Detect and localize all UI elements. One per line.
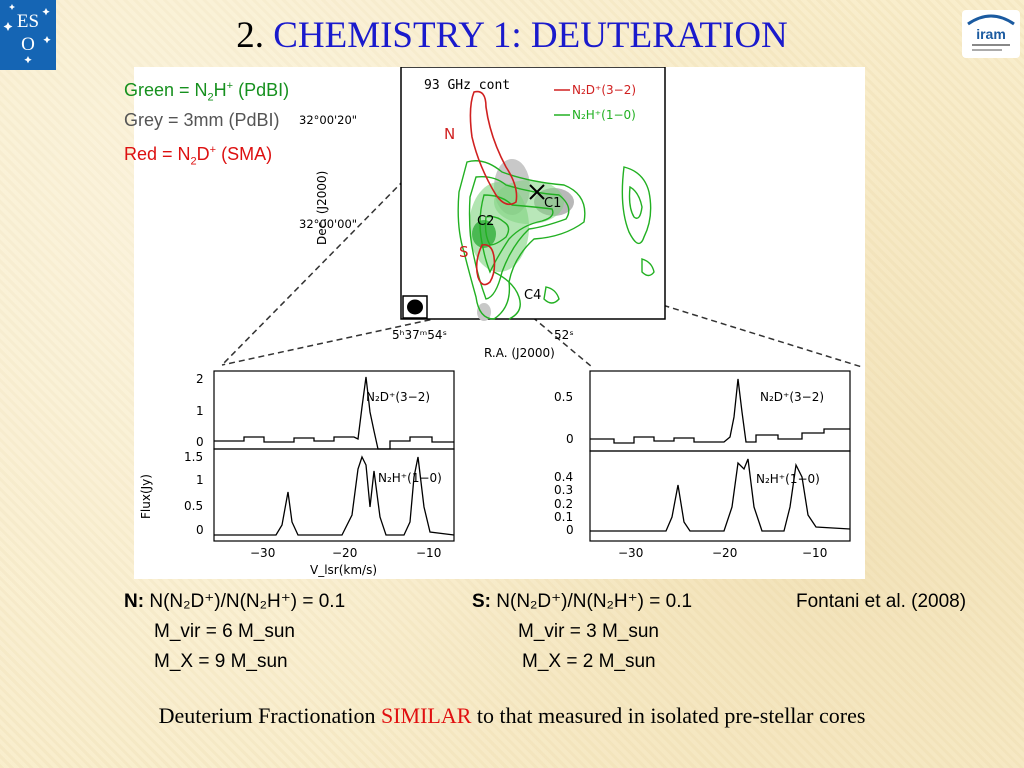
title-number: 2. (236, 15, 264, 56)
spectrum-s-n2h-line (590, 458, 851, 532)
green-emission (472, 220, 496, 248)
x-tick: −10 (802, 546, 827, 560)
conclusion-text: Deuterium Fractionation SIMILAR to that … (158, 703, 866, 728)
figure-svg: 93 GHz cont N₂D⁺(3−2) N₂H⁺(1−0) N C1 C2 … (139, 66, 863, 577)
spectrum-s-bottom-frame (589, 450, 851, 542)
x-tick: −30 (618, 546, 643, 560)
spectrum-n-n2d-line (214, 376, 454, 450)
y-tick: 1.5 (184, 450, 203, 464)
y-tick: 1 (196, 404, 204, 418)
spectrum-n-n2h-line (214, 455, 455, 536)
c1-cross-icon (529, 184, 545, 200)
spectrum-label: N₂D⁺(3−2) (366, 390, 430, 404)
result-s-mvir: M_vir = 3 M_sun (518, 621, 659, 642)
y-tick: 0 (566, 523, 574, 537)
source-label: C4 (524, 288, 541, 303)
ra-tick: 5ʰ37ᵐ54ˢ (392, 328, 447, 342)
legend-grey: Grey = 3mm (PdBI) (124, 110, 280, 130)
result-s-mx: M_X = 2 M_sun (522, 651, 656, 672)
map-legend-n2d: N₂D⁺(3−2) (572, 83, 636, 97)
y-tick: 0.4 (554, 470, 573, 484)
x-tick: −20 (332, 546, 357, 560)
y-tick: 0.3 (554, 483, 573, 497)
svg-text:ES: ES (17, 11, 39, 32)
dec-tick: 32°00'20" (299, 113, 357, 127)
spectrum-s-n2d-line (590, 378, 850, 444)
green-emission (494, 180, 564, 224)
green-contours (457, 160, 655, 320)
eso-logo: ES O (0, 0, 56, 70)
y-tick: 0 (566, 432, 574, 446)
y-tick: 0.1 (554, 510, 573, 524)
x-tick: −10 (416, 546, 441, 560)
result-n-mvir: M_vir = 6 M_sun (154, 621, 295, 642)
y-tick: 0.5 (554, 390, 573, 404)
y-tick: 1 (196, 473, 204, 487)
continuum-map: 93 GHz cont N₂D⁺(3−2) N₂H⁺(1−0) N C1 C2 … (299, 66, 666, 360)
x-tick: −20 (712, 546, 737, 560)
x-tick: −30 (250, 546, 275, 560)
figure-panel: 93 GHz cont N₂D⁺(3−2) N₂H⁺(1−0) N C1 C2 … (134, 66, 865, 579)
spectrum-s: N₂D⁺(3−2) N₂H⁺(1−0) 0.5 0 0.4 0.3 0.2 0.… (554, 370, 851, 560)
source-label: N (444, 125, 455, 143)
svg-text:O: O (21, 34, 35, 55)
title-text: CHEMISTRY 1: DEUTERATION (273, 15, 788, 56)
legend-green: Green = N2H+ (PdBI) (124, 80, 290, 104)
source-label: C2 (477, 214, 494, 229)
result-n-mx: M_X = 9 M_sun (154, 651, 288, 672)
map-label: 93 GHz cont (424, 78, 510, 93)
ra-tick: 52ˢ (554, 328, 574, 342)
spectrum-n-bottom-frame (213, 448, 455, 542)
source-label: C1 (544, 196, 561, 211)
y-axis-label: Flux(Jy) (139, 474, 153, 519)
grey-continuum (477, 303, 491, 321)
y-tick: 2 (196, 372, 204, 386)
spectrum-s-top-frame (589, 370, 851, 452)
spectrum-label: N₂H⁺(1−0) (756, 472, 820, 486)
result-s-ratio: S: N(N₂D⁺)/N(N₂H⁺) = 0.1 (472, 591, 693, 612)
reference-citation: Fontani et al. (2008) (796, 591, 967, 612)
dec-tick: 32°00'00" (299, 217, 357, 231)
legend-red: Red = N2D+ (SMA) (124, 144, 273, 168)
source-label: S (459, 243, 469, 261)
y-tick: 0 (196, 523, 204, 537)
ra-axis-label: R.A. (J2000) (484, 346, 555, 360)
result-n-ratio: N: N(N₂D⁺)/N(N₂H⁺) = 0.1 (124, 591, 346, 612)
spectrum-n: N₂D⁺(3−2) N₂H⁺(1−0) 2 1 0 1.5 1 0.5 0 Fl… (139, 370, 455, 577)
red-contours (469, 90, 518, 286)
connector-line-s (481, 248, 863, 368)
svg-text:iram: iram (976, 26, 1006, 42)
y-tick: 0.5 (184, 499, 203, 513)
beam-icon (407, 299, 423, 315)
iram-logo: iram (962, 10, 1020, 58)
slide-title: 2. CHEMISTRY 1: DEUTERATION (0, 14, 1024, 57)
highlight-word: SIMILAR (380, 703, 472, 728)
beam-box (402, 295, 428, 319)
spectrum-label: N₂D⁺(3−2) (760, 390, 824, 404)
spectrum-label: N₂H⁺(1−0) (378, 471, 442, 485)
y-tick: 0.2 (554, 497, 573, 511)
map-legend-n2h: N₂H⁺(1−0) (572, 108, 636, 122)
y-tick: 0 (196, 435, 204, 449)
dec-axis-label: Dec. (J2000) (315, 171, 329, 245)
x-axis-label: V_lsr(km/s) (310, 563, 377, 577)
